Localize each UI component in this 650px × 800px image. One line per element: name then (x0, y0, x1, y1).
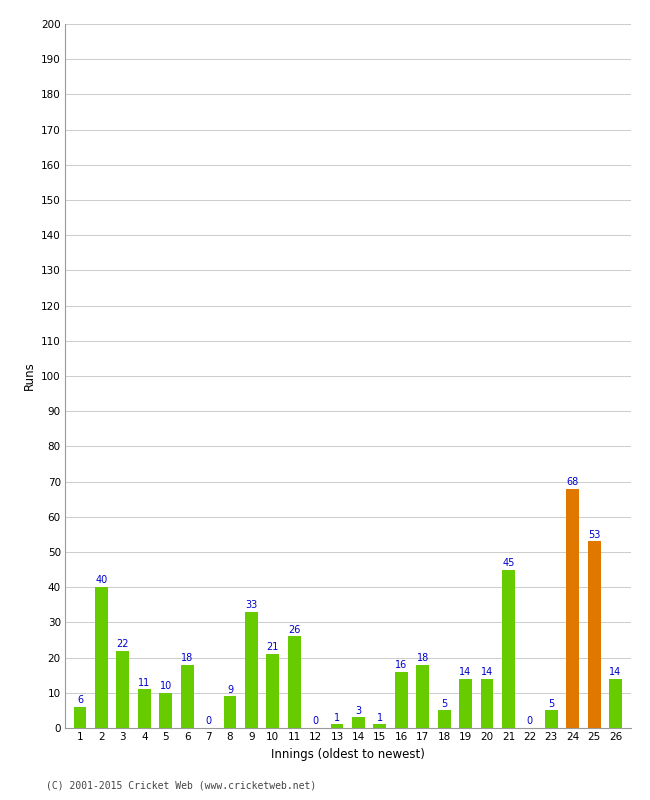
Bar (502, 570, 515, 728)
Text: 5: 5 (548, 698, 554, 709)
Text: 0: 0 (313, 716, 318, 726)
Bar (416, 665, 429, 728)
Text: 18: 18 (417, 653, 429, 663)
Bar (437, 710, 450, 728)
Text: 22: 22 (116, 638, 129, 649)
Text: 68: 68 (567, 477, 578, 487)
Y-axis label: Runs: Runs (23, 362, 36, 390)
Text: 53: 53 (588, 530, 600, 540)
Bar (395, 672, 408, 728)
Bar (138, 690, 151, 728)
Bar (480, 678, 493, 728)
Text: 16: 16 (395, 660, 408, 670)
Bar (374, 725, 386, 728)
Text: 5: 5 (441, 698, 447, 709)
Bar (545, 710, 558, 728)
Text: 14: 14 (460, 667, 472, 677)
Text: 11: 11 (138, 678, 150, 687)
Bar (159, 693, 172, 728)
Bar (331, 725, 343, 728)
Bar (116, 650, 129, 728)
Bar (288, 637, 300, 728)
X-axis label: Innings (oldest to newest): Innings (oldest to newest) (271, 748, 424, 761)
Bar (95, 587, 108, 728)
Text: 45: 45 (502, 558, 515, 568)
Bar (224, 696, 237, 728)
Bar (459, 678, 472, 728)
Bar (566, 489, 579, 728)
Bar (73, 707, 86, 728)
Text: 21: 21 (266, 642, 279, 652)
Bar (245, 612, 258, 728)
Bar (181, 665, 194, 728)
Bar (352, 718, 365, 728)
Bar (266, 654, 280, 728)
Text: 14: 14 (481, 667, 493, 677)
Text: 1: 1 (377, 713, 383, 722)
Bar (588, 542, 601, 728)
Text: 9: 9 (227, 685, 233, 694)
Text: 1: 1 (334, 713, 340, 722)
Bar (609, 678, 622, 728)
Text: 26: 26 (288, 625, 300, 634)
Text: 33: 33 (245, 600, 257, 610)
Text: 18: 18 (181, 653, 193, 663)
Text: 0: 0 (526, 716, 533, 726)
Text: 0: 0 (205, 716, 212, 726)
Text: 40: 40 (96, 575, 107, 586)
Text: (C) 2001-2015 Cricket Web (www.cricketweb.net): (C) 2001-2015 Cricket Web (www.cricketwe… (46, 781, 316, 790)
Text: 6: 6 (77, 695, 83, 705)
Text: 14: 14 (610, 667, 621, 677)
Text: 10: 10 (159, 681, 172, 691)
Text: 3: 3 (356, 706, 361, 716)
